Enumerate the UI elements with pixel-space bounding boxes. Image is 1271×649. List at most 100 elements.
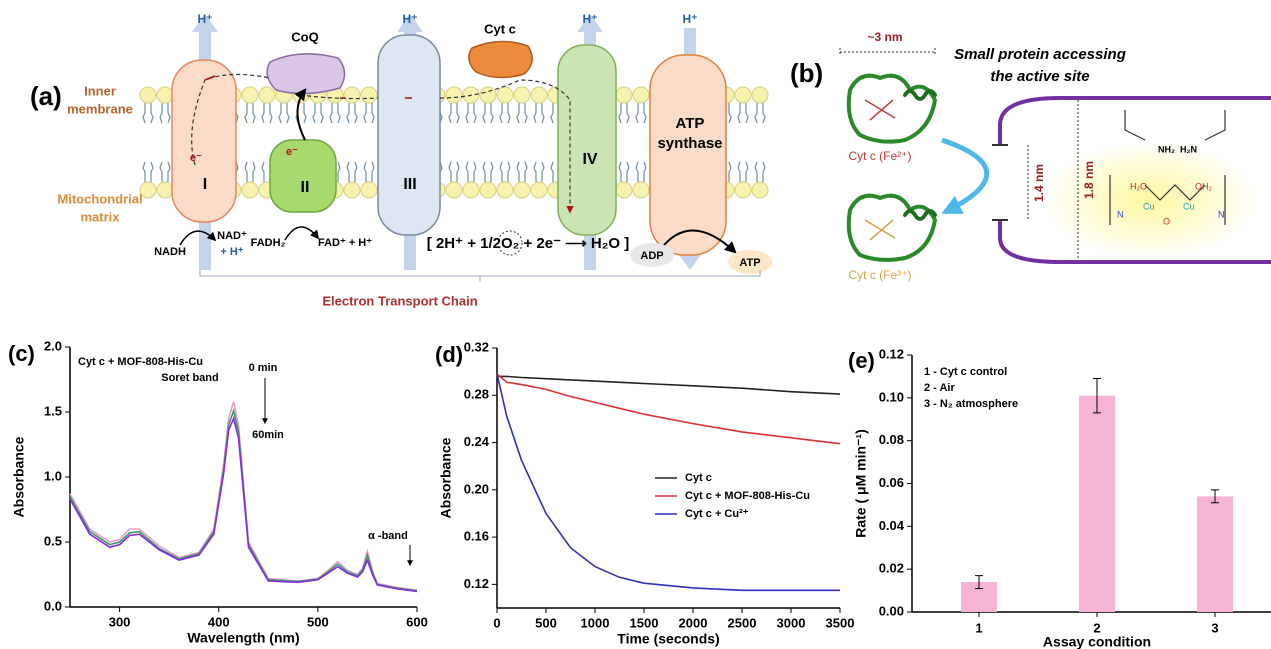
panel-a: (a) Inner membrane Mitochondrial matrix … xyxy=(30,12,772,308)
bar xyxy=(1197,496,1233,612)
fad: FAD⁺ + H⁺ xyxy=(318,237,372,249)
annotation: 1 - Cyt c control xyxy=(924,366,1007,378)
panel-b-title: the active site xyxy=(990,68,1089,85)
protein-fe3 xyxy=(846,193,938,262)
y-tick-label: 0.32 xyxy=(464,339,489,354)
bracket xyxy=(199,270,761,282)
y-axis-label: Absorbance xyxy=(11,436,27,517)
x-tick-label: 0 xyxy=(493,615,500,630)
x-tick-label: 500 xyxy=(307,614,329,629)
y-tick-label: 0.00 xyxy=(879,603,904,618)
adp: ADP xyxy=(640,250,663,262)
x-axis-label: Wavelength (nm) xyxy=(187,630,299,646)
x-tick-label: 2000 xyxy=(679,615,708,630)
data-line xyxy=(496,373,841,445)
error-bar xyxy=(1093,378,1101,414)
lipid-tail xyxy=(533,103,545,124)
panel-b: (b) ~3 nm Cyt c (Fe²⁺) Cyt c (Fe³⁺) Smal… xyxy=(790,30,1271,282)
x-tick-label: 3000 xyxy=(777,615,806,630)
lipid-tail xyxy=(618,103,630,124)
nad: + H⁺ xyxy=(220,246,243,258)
arrow xyxy=(284,226,320,241)
dimension-lines xyxy=(1027,100,1079,260)
y-tick-label: 0.10 xyxy=(879,389,904,404)
annotation: 3 - N₂ atmosphere xyxy=(924,398,1018,410)
lipid-head xyxy=(343,181,361,199)
matrix-label: Mitochondrial xyxy=(57,191,142,206)
panel-label: (b) xyxy=(790,58,823,88)
annotation: Soret band xyxy=(161,372,218,384)
lipid-head xyxy=(632,86,650,104)
lipid-tail xyxy=(465,103,477,124)
proton: H⁺ xyxy=(683,12,698,26)
lipid-head xyxy=(479,86,497,104)
data-line xyxy=(497,375,841,395)
nad: NAD⁺ xyxy=(217,230,247,242)
y-tick-label: 0.20 xyxy=(464,481,489,496)
cyt-c-label: Cyt c xyxy=(484,21,516,36)
lipid-head xyxy=(343,86,361,104)
electron-arrows xyxy=(204,75,570,212)
lipid-tail xyxy=(754,161,766,182)
lipid-tail xyxy=(244,103,256,124)
y-tick-label: 1.5 xyxy=(44,403,62,418)
dimension-label: 1.8 nm xyxy=(1082,161,1096,199)
lipid-head xyxy=(734,86,752,104)
lipid-tail xyxy=(448,103,460,124)
lipid-tail xyxy=(159,161,171,182)
lipid-tail xyxy=(499,161,511,182)
lipid-tail xyxy=(754,103,766,124)
chart: 0.0 0.5 1.0 1.5 2.0 Absorbance 300 400 500 600 Wav… xyxy=(8,338,428,645)
x-axis-label: Time (seconds) xyxy=(617,631,719,647)
x-tick-label: 3500 xyxy=(826,615,855,630)
chart: 0.00 0.02 0.04 0.06 0.08 0.10 0.12 Rate ( μM mi… xyxy=(848,346,1271,649)
y-tick-label: 0.24 xyxy=(464,434,490,449)
complex-i xyxy=(171,59,237,223)
dimension-label: 1.4 nm xyxy=(1032,164,1046,202)
complex-label: II xyxy=(301,179,310,196)
proton-arrows xyxy=(192,14,703,270)
complex-iv xyxy=(557,44,617,236)
arrow xyxy=(179,230,217,246)
lipid-tail xyxy=(737,161,749,182)
lipid-tail xyxy=(363,103,375,124)
y-tick-label: 0.0 xyxy=(44,598,62,613)
heme xyxy=(864,99,896,121)
lipid-tail xyxy=(363,161,375,182)
lipid-tail xyxy=(159,103,171,124)
etc-label: Electron Transport Chain xyxy=(322,293,477,308)
chem: NH₂ xyxy=(1158,144,1175,154)
y-tick-label: 0.12 xyxy=(464,576,489,591)
lipid-head xyxy=(734,181,752,199)
lipid-head xyxy=(445,181,463,199)
x-tick-label: 3 xyxy=(1211,620,1218,635)
pore-edge xyxy=(992,144,1008,221)
chem: N xyxy=(1218,209,1225,219)
x-tick-label: 1500 xyxy=(630,615,659,630)
lipid-head xyxy=(530,181,548,199)
lipid-head xyxy=(496,181,514,199)
atp-synthase-label: ATP xyxy=(676,115,705,132)
y-axis-label: Absorbance xyxy=(438,437,454,518)
annotation: Cyt c + MOF-808-His-Cu xyxy=(78,356,203,368)
panel-b-title: Small protein accessing xyxy=(954,46,1126,63)
chem-bonds xyxy=(1109,110,1226,225)
lipid-head xyxy=(445,86,463,104)
y-tick-label: 0.06 xyxy=(879,475,904,490)
proton: H⁺ xyxy=(583,12,598,26)
chem: H₂N xyxy=(1180,144,1197,154)
lipid-tail xyxy=(499,103,511,124)
legend-label: Cyt c + Cu²⁺ xyxy=(685,508,749,520)
fe3-label: Cyt c (Fe³⁺) xyxy=(849,268,912,282)
lipid-head xyxy=(258,86,276,104)
legend-label: Cyt c + MOF-808-His-Cu xyxy=(685,490,810,502)
arrow xyxy=(659,229,737,254)
error-bar xyxy=(975,575,983,589)
data-line xyxy=(69,416,418,593)
chem: N xyxy=(1117,209,1124,219)
bar xyxy=(1079,395,1115,612)
lipid-head xyxy=(751,181,769,199)
chem: H₂O xyxy=(1130,181,1147,191)
x-tick-label: 2500 xyxy=(728,615,757,630)
y-axis-label: Rate ( μM min⁻¹) xyxy=(853,429,869,538)
